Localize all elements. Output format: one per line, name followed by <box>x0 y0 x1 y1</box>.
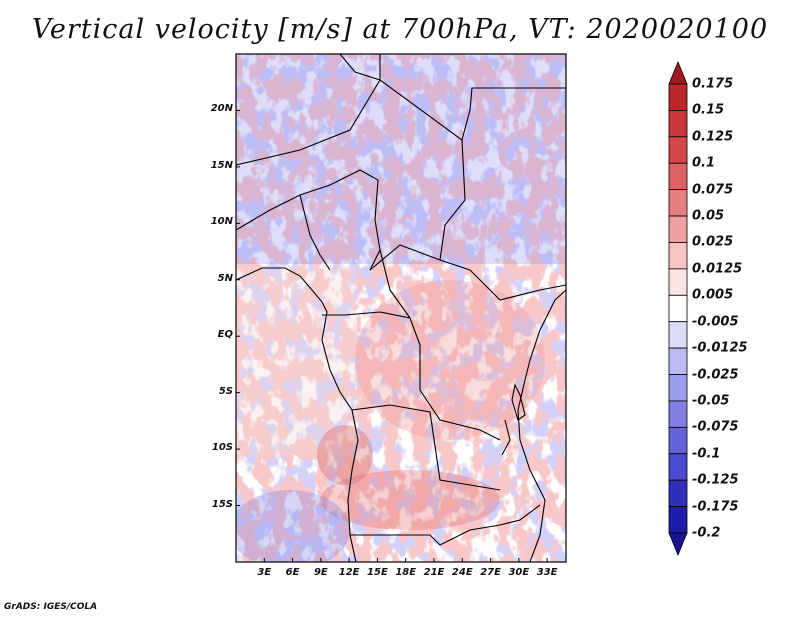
ocean-light-region <box>236 265 356 455</box>
colorbar-tick-label: 0.125 <box>692 129 734 145</box>
colorbar-cell <box>668 242 688 270</box>
lat-tick-label: EQ <box>217 329 233 341</box>
colorbar-cell <box>668 426 688 455</box>
border-d <box>236 169 381 271</box>
colorbar-cell <box>668 532 688 557</box>
lon-tick-label: 15E <box>367 567 388 578</box>
axis-ticks <box>236 109 548 562</box>
lat-tick-label: 15N <box>210 159 233 171</box>
border-j <box>379 249 411 319</box>
southern-positive-region <box>320 470 500 530</box>
colorbar-cell <box>668 506 688 534</box>
colorbar-cell <box>668 60 688 85</box>
lat-tick-label: 5S <box>218 385 233 397</box>
lon-tick-label: 18E <box>395 567 417 578</box>
border-a <box>236 54 381 166</box>
map-frame <box>235 53 567 563</box>
colorbar-tick-label: -0.005 <box>692 314 739 330</box>
colorbar-cell <box>668 374 688 402</box>
lon-tick-label: 30E <box>508 567 530 578</box>
colorbar-tick-label: 0.15 <box>692 102 725 118</box>
colorbar-tick-label: 0.175 <box>692 76 734 92</box>
southwest-negative-region <box>236 490 350 562</box>
lon-tick-label: 6E <box>285 567 300 578</box>
colorbar-cell <box>668 347 688 375</box>
colorbar-cell <box>668 479 688 507</box>
lon-tick-label: 27E <box>480 567 501 578</box>
central-positive-region <box>355 280 545 440</box>
colorbar-tick-label: -0.025 <box>692 367 739 383</box>
colorbar-cell <box>668 83 688 111</box>
north-negative-region <box>236 54 566 264</box>
lon-tick-label: 33E <box>536 567 558 578</box>
lat-tick-label: 15S <box>211 498 233 510</box>
footer-credit: GrADS: IGES/COLA <box>4 602 98 612</box>
colorbar-tick-label: 0.05 <box>692 208 725 224</box>
colorbar-tick-label: -0.05 <box>692 393 730 409</box>
colorbar-cells <box>668 60 688 557</box>
border-g <box>351 404 501 491</box>
lon-tick-label: 9E <box>313 567 328 578</box>
colorbar-cell <box>668 268 688 296</box>
colorbar-cell <box>668 215 688 243</box>
lon-tick-label: 21E <box>423 567 445 578</box>
country-borders <box>236 54 566 562</box>
lake-outline <box>511 383 526 421</box>
colorbar-tick-label: -0.2 <box>692 525 721 541</box>
colorbar-cell <box>668 189 688 217</box>
colorbar-tick-label: 0.005 <box>692 287 734 303</box>
field-noise <box>236 54 566 562</box>
colorbar-cell <box>668 321 688 349</box>
border-i <box>299 194 331 271</box>
colorbar-tick-label: 0.075 <box>692 182 734 198</box>
lon-tick-label: 3E <box>257 567 272 578</box>
colorbar-tick-label: -0.175 <box>692 499 739 515</box>
border-c <box>461 87 566 141</box>
lat-tick-label: 5N <box>217 272 233 284</box>
colorbar-cell <box>668 136 688 164</box>
colorbar-tick-label: -0.075 <box>692 419 739 435</box>
colorbar-cell <box>668 110 688 138</box>
coastline <box>236 267 359 562</box>
colorbar-tick-label: -0.1 <box>692 446 721 462</box>
colorbar-cell <box>668 453 688 481</box>
colorbar-tick-label: -0.0125 <box>692 340 748 356</box>
border-h <box>350 504 541 546</box>
lake-outline-2 <box>501 419 511 456</box>
east-coast <box>517 289 566 562</box>
colorbar-tick-label: 0.1 <box>692 155 716 171</box>
lon-tick-label: 24E <box>451 567 473 578</box>
lat-tick-label: 10N <box>210 216 233 228</box>
colorbar-tick-label: -0.125 <box>692 472 739 488</box>
colorbar-cell <box>668 162 688 191</box>
lat-tick-label: 10S <box>211 442 233 454</box>
colorbar-cell <box>668 400 688 428</box>
angola-positive-region <box>317 425 373 485</box>
colorbar-tick-label: 0.0125 <box>692 261 743 277</box>
map-field <box>236 54 566 562</box>
border-f <box>322 311 501 441</box>
lat-tick-label: 20N <box>210 103 233 115</box>
chart-title: Vertical velocity [m/s] at 700hPa, VT: 2… <box>31 14 769 45</box>
lon-tick-label: 12E <box>338 567 360 578</box>
colorbar-cell <box>668 294 688 323</box>
border-e <box>369 244 566 301</box>
colorbar-tick-label: 0.025 <box>692 234 734 250</box>
